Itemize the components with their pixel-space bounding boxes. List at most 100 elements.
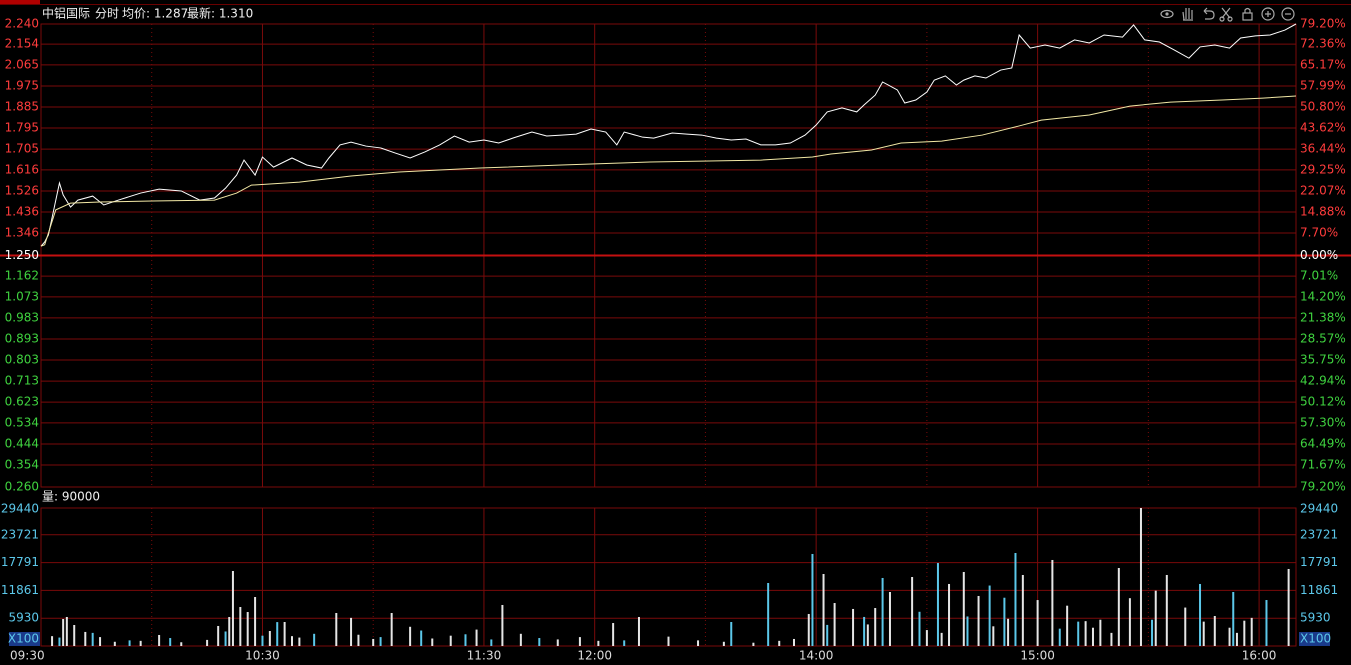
volume-bar — [1232, 592, 1235, 646]
marks — [40, 23, 1297, 646]
volume-bar — [335, 613, 338, 646]
volume-bar — [158, 634, 161, 646]
volume-bar — [298, 637, 301, 646]
y-tick-label: 1.616 — [5, 162, 39, 176]
volume-bar — [1154, 590, 1157, 646]
price-line — [40, 95, 1297, 247]
volume-bar — [58, 637, 61, 646]
volume-bar — [91, 632, 94, 646]
volume-bar — [722, 641, 725, 646]
volume-bar — [1036, 600, 1039, 646]
volume-bar — [276, 622, 279, 646]
cut-icon[interactable] — [1219, 7, 1233, 22]
zoom-in-icon[interactable] — [1261, 7, 1275, 21]
volume-bar — [597, 640, 600, 646]
volume-bar — [128, 640, 131, 646]
volume-bar — [667, 636, 670, 646]
volume-bar — [767, 583, 770, 646]
volume-bar — [578, 637, 581, 646]
y-tick-label: 0.803 — [5, 353, 39, 367]
y2-tick-label: 35.75% — [1300, 352, 1346, 366]
volume-bar — [866, 624, 869, 646]
volume-bar — [254, 597, 257, 646]
volume-bar — [988, 585, 991, 646]
unit-badge — [9, 632, 40, 646]
y-tick-label: 0.534 — [5, 415, 39, 429]
toolbar — [1160, 7, 1295, 22]
volume-tick-label: 5930 — [8, 611, 39, 625]
y2-tick-label: 50.80% — [1300, 100, 1346, 114]
eye-icon[interactable] — [1160, 9, 1174, 19]
volume-bar — [228, 616, 231, 646]
volume-bar — [730, 622, 733, 646]
volume-bar — [224, 631, 227, 646]
volume-bar — [697, 640, 700, 646]
x-tick-label: 15:00 — [1020, 649, 1055, 663]
volume-bar — [992, 626, 995, 646]
volume-bar — [291, 636, 293, 646]
x-tick-label: 09:30 — [10, 649, 45, 663]
y2-tick-label: 43.62% — [1300, 120, 1346, 134]
y2-tick-label: 28.57% — [1300, 332, 1346, 346]
volume-bar — [169, 638, 172, 646]
volume-tick-label: 17791 — [1, 555, 39, 569]
volume-bar — [1077, 621, 1080, 646]
volume-bar — [1099, 619, 1102, 646]
y-tick-label: 2.154 — [5, 37, 39, 51]
volume-bar — [1228, 627, 1231, 646]
volume-bar — [966, 616, 969, 646]
y2-tick-label: 36.44% — [1300, 141, 1346, 155]
hand-icon[interactable] — [1182, 8, 1193, 21]
volume-bar — [62, 619, 65, 646]
volume-bar — [372, 638, 375, 646]
volume-bar — [1091, 627, 1094, 646]
volume-bar — [420, 630, 423, 646]
volume-bar — [239, 607, 242, 646]
volume-bar — [206, 639, 209, 646]
x-tick-label: 16:00 — [1242, 649, 1277, 663]
x-tick-label: 10:30 — [245, 649, 280, 663]
y-tick-label: 1.346 — [5, 226, 39, 240]
volume-bar — [1051, 559, 1054, 646]
y2-tick-label: 50.12% — [1300, 394, 1346, 408]
volume-bar — [822, 574, 825, 646]
volume-bar — [881, 577, 884, 646]
volume-bar — [940, 632, 943, 646]
volume-tick-label-right: 11861 — [1300, 583, 1338, 597]
volume-bar — [246, 612, 249, 646]
volume-bar — [833, 603, 836, 646]
volume-bar — [1213, 616, 1216, 646]
volume-bar — [1007, 618, 1010, 646]
tab-marker — [0, 0, 40, 4]
volume-bar — [65, 616, 68, 646]
price-line — [40, 23, 1297, 247]
volume-unit: X100 — [1300, 632, 1331, 646]
y2-tick-label: 22.07% — [1300, 183, 1346, 197]
volume-bar — [1058, 628, 1061, 646]
volume-bar — [1117, 568, 1120, 646]
volume-bar — [475, 629, 478, 646]
volume-bar — [1165, 574, 1168, 646]
volume-bar — [807, 613, 810, 646]
y2-tick-label: 79.20% — [1300, 17, 1346, 31]
undo-icon[interactable] — [1203, 7, 1215, 20]
volume-bar — [1066, 605, 1069, 646]
lock-icon[interactable] — [1242, 7, 1253, 21]
x-tick-label: 14:00 — [799, 649, 834, 663]
volume-bar — [1021, 574, 1024, 646]
volume-bar — [379, 637, 382, 646]
y2-tick-label: 64.49% — [1300, 437, 1346, 451]
y-tick-label: 0.354 — [5, 458, 39, 472]
labels: 09:30 10:30 11:30 12:00 14:00 15:00 16:00 2.240… — [1, 17, 1346, 663]
y2-tick-label: 14.20% — [1300, 290, 1346, 304]
volume-tick-label: 29440 — [1, 502, 39, 516]
volume-bar — [261, 635, 264, 646]
y2-tick-label: 0.00% — [1300, 248, 1338, 262]
y-tick-label: 0.713 — [5, 374, 39, 388]
volume-bar — [1243, 620, 1246, 646]
zoom-out-icon[interactable] — [1281, 7, 1295, 21]
volume-bar — [911, 577, 914, 646]
volume-bar — [1235, 632, 1238, 646]
y-tick-label: 1.073 — [5, 289, 39, 303]
volume-bar — [888, 592, 891, 646]
